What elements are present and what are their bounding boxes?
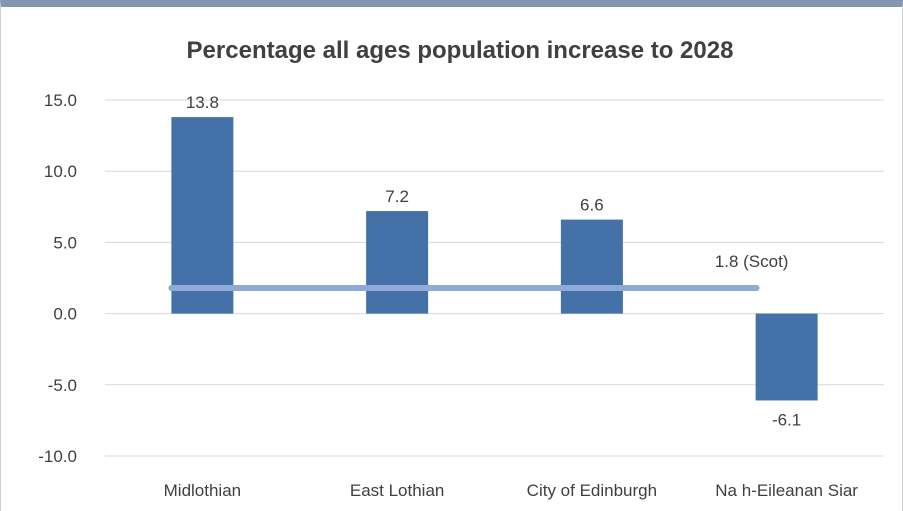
- y-tick-label: 0.0: [53, 305, 77, 324]
- category-labels: Midlothian East Lothian City of Edinburgh N…: [164, 481, 859, 500]
- y-axis-ticks: 15.0 10.0 5.0 0.0 -5.0 -10.0: [38, 91, 77, 466]
- data-labels: 13.8 7.2 6.6 -6.1: [186, 93, 801, 429]
- bars: [171, 117, 818, 401]
- y-tick-label: -5.0: [48, 376, 77, 395]
- category-label: City of Edinburgh: [527, 481, 657, 500]
- chart-title: Percentage all ages population increase …: [187, 37, 734, 64]
- bar: [755, 313, 818, 401]
- y-tick-label: -10.0: [38, 447, 77, 466]
- data-label: 13.8: [186, 93, 219, 112]
- bar: [366, 211, 429, 314]
- gridlines: [105, 99, 884, 457]
- scotland-reference: 1.8 (Scot): [168, 252, 789, 291]
- category-label: Na h-Eileanan Siar: [715, 481, 858, 500]
- reference-label: 1.8 (Scot): [715, 252, 789, 271]
- bar: [560, 219, 623, 314]
- y-tick-label: 15.0: [44, 91, 77, 110]
- data-label: 6.6: [580, 196, 604, 215]
- category-label: Midlothian: [164, 481, 242, 500]
- category-label: East Lothian: [350, 481, 445, 500]
- y-tick-label: 5.0: [53, 233, 77, 252]
- y-tick-label: 10.0: [44, 162, 77, 181]
- bar: [171, 117, 234, 314]
- data-label: -6.1: [772, 410, 801, 429]
- data-label: 7.2: [385, 187, 409, 206]
